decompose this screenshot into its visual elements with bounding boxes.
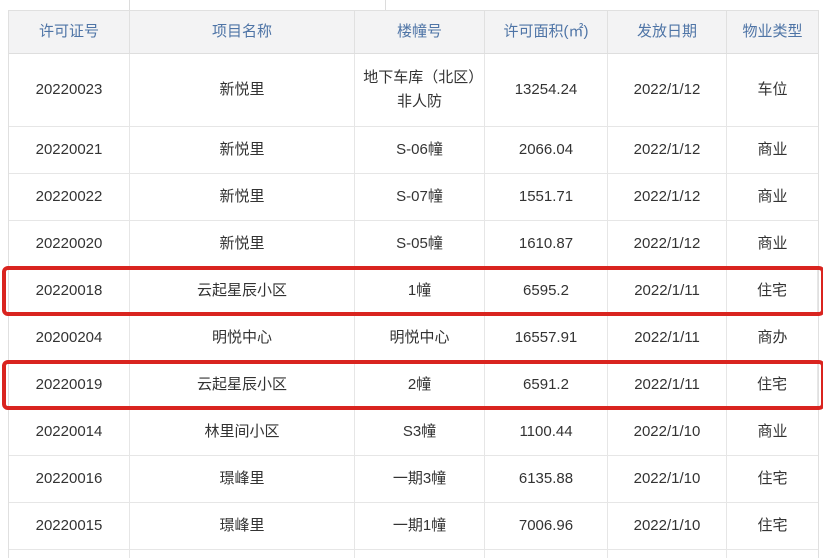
table-cell <box>485 550 608 558</box>
cell-permit-no: 20220022 <box>9 174 130 220</box>
column-header-issue-date: 发放日期 <box>608 11 727 53</box>
table-row: 20220022 新悦里 S-07幢 1551.71 2022/1/12 商业 <box>9 174 818 221</box>
table-row: 20220016 璟峰里 一期3幢 6135.88 2022/1/10 住宅 <box>9 456 818 503</box>
cell-building-no: 一期3幢 <box>355 456 485 502</box>
table-body: 20220023 新悦里 地下车库（北区）非人防 13254.24 2022/1… <box>2 54 823 550</box>
cell-project-name: 新悦里 <box>130 221 355 267</box>
cell-project-name: 璟峰里 <box>130 503 355 549</box>
column-header-property-type: 物业类型 <box>742 23 803 40</box>
cell-issue-date: 2022/1/12 <box>608 54 727 126</box>
cell-issue-date: 2022/1/11 <box>608 315 727 361</box>
column-header-permit-area: 许可面积(㎡) <box>485 11 608 53</box>
column-header-building-no: 楼幢号 <box>355 11 485 53</box>
cell-property-type: 车位 <box>757 81 788 98</box>
column-header-project-name: 项目名称 <box>130 11 355 53</box>
cell-permit-area: 1551.71 <box>485 174 608 220</box>
cell-project-name: 新悦里 <box>130 174 355 220</box>
cell-project-name: 新悦里 <box>130 127 355 173</box>
cell-property-type: 商业 <box>757 141 788 158</box>
cell-permit-area: 1100.44 <box>485 409 608 455</box>
table-cell <box>727 550 818 558</box>
table-cell <box>9 550 130 558</box>
cell-issue-date: 2022/1/12 <box>608 174 727 220</box>
cell-permit-area: 16557.91 <box>485 315 608 361</box>
cell-building-no: S-05幢 <box>355 221 485 267</box>
cell-property-type: 商办 <box>757 329 788 346</box>
cell-project-name: 新悦里 <box>130 54 355 126</box>
cropped-row-below <box>9 550 818 558</box>
cell-building-no: 明悦中心 <box>355 315 485 361</box>
cell-project-name: 璟峰里 <box>130 456 355 502</box>
cropped-row-above <box>8 0 819 10</box>
cell-property-type: 住宅 <box>727 362 818 408</box>
cell-property-type: 商业 <box>757 235 788 252</box>
cell-permit-no: 20220020 <box>9 221 130 267</box>
cell-building-no: S-06幢 <box>355 127 485 173</box>
cell-permit-no: 20220021 <box>9 127 130 173</box>
permit-data-table: 许可证号 项目名称 楼幢号 许可面积(㎡) 发放日期 物业类型 20220023… <box>2 10 823 558</box>
cell-building-no: 地下车库（北区）非人防 <box>355 54 485 126</box>
cell-permit-no: 20220019 <box>9 362 130 408</box>
cell-property-type: 商业 <box>757 188 788 205</box>
cell-building-no: S-07幢 <box>355 174 485 220</box>
cell-permit-no: 20220014 <box>9 409 130 455</box>
cell-property-type: 住宅 <box>757 470 788 487</box>
table-row: 20220018 云起星辰小区 1幢 6595.2 2022/1/11 住宅 <box>2 266 823 316</box>
cell-permit-no: 20200204 <box>9 315 130 361</box>
cell-issue-date: 2022/1/12 <box>608 221 727 267</box>
cell-permit-area: 6591.2 <box>485 362 608 408</box>
table-row: 20220023 新悦里 地下车库（北区）非人防 13254.24 2022/1… <box>9 54 818 127</box>
cell-issue-date: 2022/1/10 <box>608 503 727 549</box>
table-row: 20220019 云起星辰小区 2幢 6591.2 2022/1/11 住宅 <box>2 360 823 410</box>
cell-permit-no: 20220016 <box>9 456 130 502</box>
cell-permit-area: 1610.87 <box>485 221 608 267</box>
cell-issue-date: 2022/1/11 <box>608 362 727 408</box>
cell-property-type: 住宅 <box>727 268 818 314</box>
table-cell <box>130 550 355 558</box>
cell-property-type: 商业 <box>757 423 788 440</box>
cell-permit-no: 20220023 <box>9 54 130 126</box>
cell-permit-area: 13254.24 <box>485 54 608 126</box>
cell-building-no: 2幢 <box>355 362 485 408</box>
table-header-row: 许可证号 项目名称 楼幢号 许可面积(㎡) 发放日期 物业类型 <box>9 11 818 54</box>
cell-building-no: 一期1幢 <box>355 503 485 549</box>
column-header-permit-no: 许可证号 <box>9 11 130 53</box>
cell-permit-area: 6135.88 <box>485 456 608 502</box>
cell-project-name: 林里间小区 <box>130 409 355 455</box>
cell-property-type: 住宅 <box>757 517 788 534</box>
cell-permit-area: 6595.2 <box>485 268 608 314</box>
cell-issue-date: 2022/1/12 <box>608 127 727 173</box>
cell-issue-date: 2022/1/10 <box>608 456 727 502</box>
cell-project-name: 明悦中心 <box>130 315 355 361</box>
cell-building-no: 1幢 <box>355 268 485 314</box>
cell-issue-date: 2022/1/11 <box>608 268 727 314</box>
table-row: 20200204 明悦中心 明悦中心 16557.91 2022/1/11 商办 <box>9 315 818 362</box>
table-row: 20220020 新悦里 S-05幢 1610.87 2022/1/12 商业 <box>9 221 818 268</box>
cell-project-name: 云起星辰小区 <box>130 362 355 408</box>
cell-project-name: 云起星辰小区 <box>130 268 355 314</box>
table-row: 20220021 新悦里 S-06幢 2066.04 2022/1/12 商业 <box>9 127 818 174</box>
table-row: 20220014 林里间小区 S3幢 1100.44 2022/1/10 商业 <box>9 409 818 456</box>
cell-building-no: S3幢 <box>355 409 485 455</box>
cell-issue-date: 2022/1/10 <box>608 409 727 455</box>
table-cell <box>608 550 727 558</box>
grid-line-stub <box>129 0 130 10</box>
table-cell <box>355 550 485 558</box>
cell-permit-area: 2066.04 <box>485 127 608 173</box>
cell-permit-area: 7006.96 <box>485 503 608 549</box>
grid-line-stub <box>385 0 386 10</box>
cell-permit-no: 20220018 <box>9 268 130 314</box>
table-row: 20220015 璟峰里 一期1幢 7006.96 2022/1/10 住宅 <box>9 503 818 550</box>
cell-permit-no: 20220015 <box>9 503 130 549</box>
